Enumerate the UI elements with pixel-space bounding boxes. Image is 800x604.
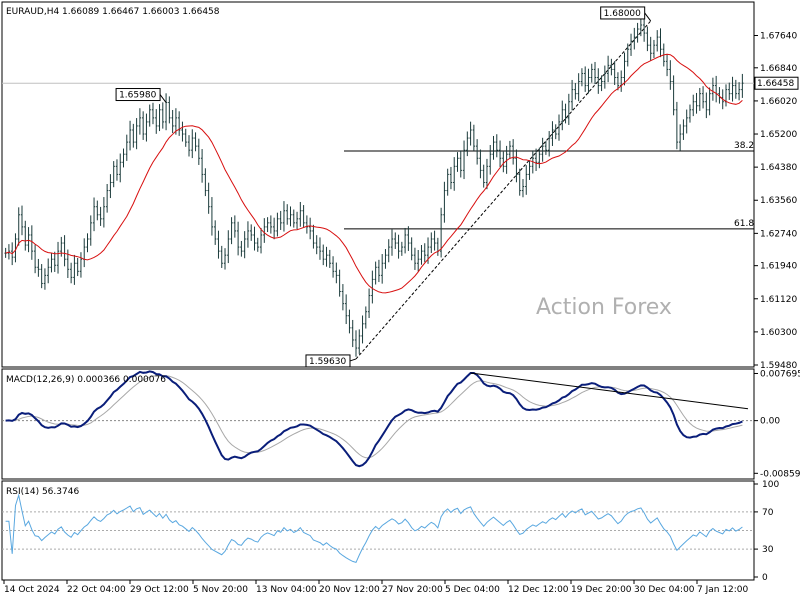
- time-tick-label: 29 Oct 12:00: [130, 585, 189, 595]
- annotation-label: 1.65980: [119, 91, 156, 101]
- watermark: Action Forex: [536, 295, 672, 320]
- price-header: EURAUD,H4 1.66089 1.66467 1.66003 1.6645…: [6, 7, 220, 17]
- rsi-tick-label: 0: [762, 573, 768, 583]
- time-tick-label: 20 Nov 12:00: [319, 585, 380, 595]
- macd-tick-label: 0.00: [760, 417, 780, 427]
- price-tick-label: 1.66020: [760, 97, 797, 107]
- annotation-leader: [159, 94, 167, 103]
- annotation-label: 1.68000: [604, 9, 641, 19]
- price-layer: 38.2 61.8 1.65980 1.59630 1.68000: [2, 6, 754, 368]
- current-price-box: [754, 76, 799, 90]
- macd-tick-label: 0.007695: [760, 369, 800, 379]
- time-tick-label: 22 Oct 04:00: [67, 585, 126, 595]
- price-tick-label: 1.59480: [760, 361, 797, 371]
- macd-line: [5, 370, 743, 468]
- rsi-tick-label: 100: [762, 480, 779, 490]
- annotation-leader: [644, 12, 652, 22]
- price-tick-label: 1.60300: [760, 328, 797, 338]
- macd-tick-label: -0.008599: [760, 469, 800, 479]
- current-price-label: 1.66458: [757, 79, 794, 89]
- macd-layer: [2, 370, 754, 468]
- macd-label: MACD(12,26,9) 0.000366 0.000076: [6, 375, 166, 385]
- price-panel: [1, 1, 755, 368]
- time-tick-label: 5 Dec 04:00: [445, 585, 500, 595]
- price-tick-label: 1.67640: [760, 31, 797, 41]
- rsi-tick-label: 30: [762, 545, 774, 555]
- time-tick-label: 19 Dec 20:00: [571, 585, 632, 595]
- rsi-line: [5, 493, 743, 564]
- price-tick-label: 1.65200: [760, 130, 797, 140]
- macd-signal-line: [5, 374, 743, 459]
- macd-panel: [1, 368, 755, 480]
- time-tick-label: 27 Nov 20:00: [382, 585, 443, 595]
- rsi-label: RSI(14) 56.3746: [6, 487, 79, 497]
- annotation-leader: [349, 358, 357, 362]
- axis-layer: 1.67640 1.66840 1.66020 1.65200 1.64380 1.635…: [3, 31, 800, 595]
- price-tick-label: 1.61120: [760, 295, 797, 305]
- rsi-layer: [2, 493, 754, 564]
- time-tick-label: 7 Jan 12:00: [697, 585, 749, 595]
- time-tick-label: 14 Oct 2024: [4, 585, 60, 595]
- annotation-box: [305, 354, 351, 368]
- fib-level-label: 61.8: [734, 219, 754, 229]
- time-tick-label: 30 Dec 04:00: [634, 585, 695, 595]
- price-tick-label: 1.63560: [760, 196, 797, 206]
- fib-level-label: 38.2: [734, 141, 754, 151]
- rsi-tick-label: 70: [762, 508, 774, 518]
- moving-average-line: [5, 53, 743, 294]
- price-tick-label: 1.62740: [760, 229, 797, 239]
- annotation-label: 1.59630: [309, 357, 346, 367]
- price-tick-label: 1.61940: [760, 262, 797, 272]
- time-tick-label: 12 Dec 12:00: [508, 585, 569, 595]
- price-tick-label: 1.64380: [760, 163, 797, 173]
- macd-trendline: [470, 372, 749, 410]
- annotation-box: [600, 6, 646, 20]
- price-tick-label: 1.66840: [760, 64, 797, 74]
- annotation-box: [115, 88, 161, 102]
- time-tick-label: 5 Nov 20:00: [193, 585, 248, 595]
- time-tick-label: 13 Nov 04:00: [256, 585, 317, 595]
